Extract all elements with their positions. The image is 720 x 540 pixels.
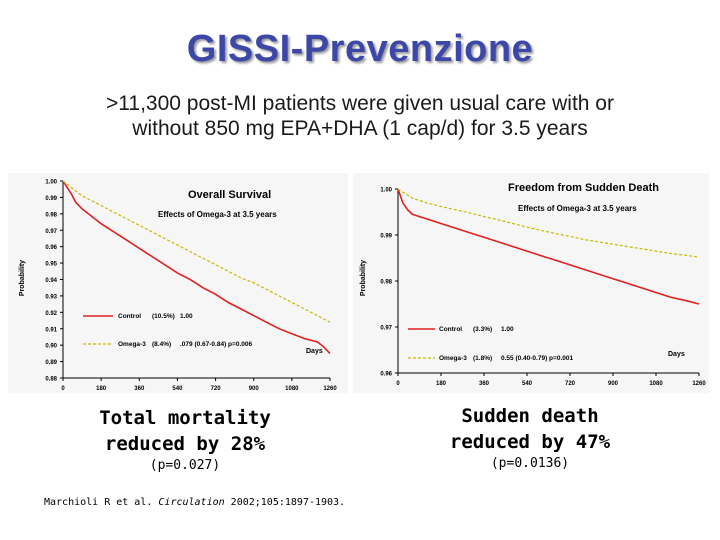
x-tick-label: 540 bbox=[522, 381, 533, 387]
legend-percentage: (8.4%) bbox=[152, 341, 171, 348]
sudden-death-chart: 0.96 0.97 0.98 0.99 1.00 0 180 360 540 720 900 1080… bbox=[360, 182, 706, 387]
x-tick-label: 0 bbox=[61, 386, 65, 392]
citation-details: 2002;105:1897-1903. bbox=[230, 497, 346, 508]
sudden-death-chart-panel: 0.96 0.97 0.98 0.99 1.00 0 180 360 540 720 900 1080… bbox=[353, 173, 709, 393]
y-tick-label: 0.91 bbox=[45, 327, 57, 333]
x-tick-label: 360 bbox=[134, 386, 145, 392]
total-mortality-caption: Total mortality reduced by 28% bbox=[60, 405, 310, 457]
x-tick-label: 1080 bbox=[649, 381, 663, 387]
x-tick-label: 540 bbox=[172, 386, 183, 392]
y-tick-label: 0.96 bbox=[380, 372, 392, 378]
chart-subtitle: Effects of Omega-3 at 3.5 years bbox=[158, 210, 277, 219]
legend-percentage: (10.5%) bbox=[152, 313, 175, 320]
x-tick-label: 1260 bbox=[323, 386, 337, 392]
legend-statistics: 1.00 bbox=[501, 326, 514, 333]
y-tick-label: 0.89 bbox=[45, 360, 57, 366]
legend-statistics: 0.55 (0.40-0.79) p=0.001 bbox=[501, 355, 573, 362]
y-axis-label: Probability bbox=[360, 260, 367, 296]
citation-journal: Circulation bbox=[158, 497, 225, 508]
y-tick-label: 0.96 bbox=[45, 245, 57, 251]
sudden-death-p-value: (p=0.0136) bbox=[490, 456, 570, 471]
legend-series-name: Omega-3 bbox=[118, 341, 146, 348]
legend-percentage: (1.8%) bbox=[473, 355, 492, 362]
overall-survival-chart: 0.88 0.89 0.90 0.91 0.92 0.93 0.94 0.95 0.96 0.97… bbox=[19, 180, 337, 393]
x-tick-label: 1260 bbox=[692, 381, 706, 387]
chart-title: Freedom from Sudden Death bbox=[508, 182, 659, 194]
total-mortality-line-2: reduced by 28% bbox=[104, 433, 266, 455]
control-series-line bbox=[62, 180, 331, 354]
citation: Marchioli R et al. Circulation 2002;105:… bbox=[44, 497, 345, 508]
legend-statistics: 1.00 bbox=[180, 313, 193, 320]
y-tick-label: 1.00 bbox=[45, 180, 57, 186]
y-tick-label: 0.97 bbox=[45, 229, 57, 235]
overall-survival-chart-panel: 0.88 0.89 0.90 0.91 0.92 0.93 0.94 0.95 0.96 0.97… bbox=[8, 173, 348, 393]
x-tick-label: 0 bbox=[396, 381, 400, 387]
citation-authors: Marchioli R et al. bbox=[44, 497, 153, 508]
y-tick-label: 0.94 bbox=[45, 278, 57, 284]
x-axis-label: Days bbox=[306, 348, 323, 355]
y-tick-label: 0.88 bbox=[45, 377, 57, 383]
omega-3-series-line bbox=[397, 188, 700, 258]
chart-title: Overall Survival bbox=[188, 189, 271, 201]
y-tick-label: 0.98 bbox=[380, 280, 392, 286]
x-tick-label: 900 bbox=[608, 381, 619, 387]
x-tick-label: 1080 bbox=[285, 386, 299, 392]
legend-statistics: .079 (0.67-0.84) p=0.006 bbox=[180, 341, 252, 348]
chart-subtitle: Effects of Omega-3 at 3.5 years bbox=[518, 204, 637, 213]
x-tick-label: 180 bbox=[96, 386, 107, 392]
legend-series-name: Control bbox=[439, 326, 462, 333]
y-tick-label: 0.92 bbox=[45, 311, 57, 317]
x-tick-label: 720 bbox=[211, 386, 222, 392]
y-tick-label: 0.95 bbox=[45, 262, 57, 268]
y-tick-label: 0.98 bbox=[45, 212, 57, 218]
sudden-death-caption: Sudden death reduced by 47% bbox=[405, 403, 655, 455]
y-axis-label: Probability bbox=[19, 260, 26, 296]
y-tick-label: 0.97 bbox=[380, 326, 392, 332]
slide-title: GISSI-Prevenzione bbox=[186, 28, 534, 70]
sudden-death-line-1: Sudden death bbox=[461, 405, 599, 427]
y-tick-label: 0.90 bbox=[45, 344, 57, 350]
control-series-line bbox=[397, 188, 700, 305]
y-tick-label: 0.99 bbox=[380, 234, 392, 240]
y-tick-label: 0.93 bbox=[45, 294, 57, 300]
subtitle-line-2: without 850 mg EPA+DHA (1 cap/d) for 3.5… bbox=[132, 117, 588, 140]
y-tick-label: 1.00 bbox=[380, 188, 392, 194]
x-tick-label: 900 bbox=[249, 386, 260, 392]
x-axis-label: Days bbox=[668, 351, 685, 358]
subtitle-line-1: >11,300 post-MI patients were given usua… bbox=[106, 92, 614, 115]
legend-series-name: Omega-3 bbox=[439, 355, 467, 362]
x-tick-label: 360 bbox=[479, 381, 490, 387]
legend-series-name: Control bbox=[118, 313, 141, 320]
total-mortality-p-value: (p=0.027) bbox=[149, 458, 221, 473]
x-tick-label: 180 bbox=[436, 381, 447, 387]
y-tick-label: 0.99 bbox=[45, 196, 57, 202]
omega-3-series-line bbox=[62, 180, 331, 323]
legend-percentage: (3.3%) bbox=[473, 326, 492, 333]
x-tick-label: 720 bbox=[565, 381, 576, 387]
total-mortality-line-1: Total mortality bbox=[99, 407, 271, 429]
sudden-death-line-2: reduced by 47% bbox=[449, 431, 611, 453]
